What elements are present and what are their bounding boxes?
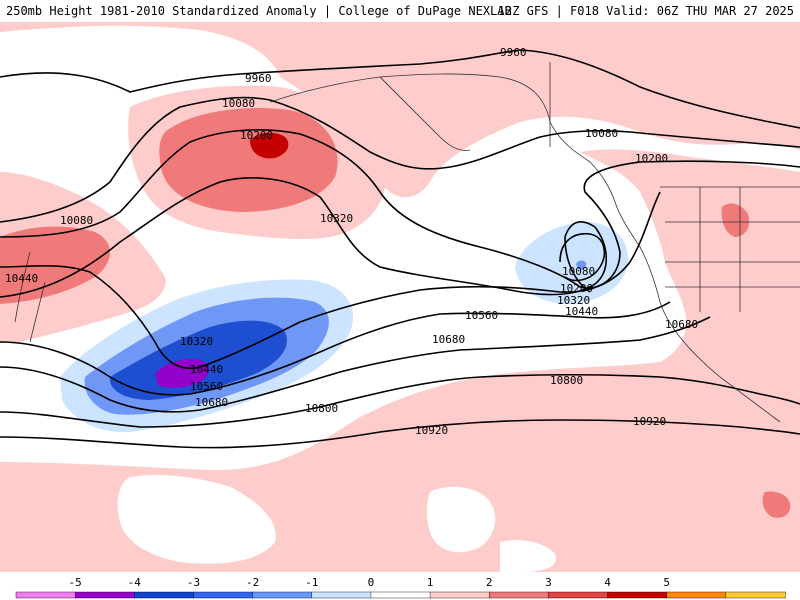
legend-tick-label: 0 [368, 576, 375, 589]
contour-10680 [0, 316, 711, 413]
legend-tick-label: 2 [486, 576, 493, 589]
negative-anomaly-coast [515, 221, 629, 304]
legend-swatch [134, 591, 195, 599]
contour-10200 [0, 129, 800, 289]
legend-tick-labels: -5 -4 -3 -2 -1 0 1 2 3 4 5 [69, 576, 670, 589]
contour-label: 10080 [585, 127, 618, 140]
contour-label: 10200 [240, 129, 273, 142]
contour-10800 [0, 373, 800, 428]
positive-anomaly-dark [250, 132, 289, 159]
contour-label: 10440 [5, 272, 38, 285]
map-title: 250mb Height 1981-2010 Standardized Anom… [6, 4, 512, 18]
anomaly-map: 9960 9960 10080 10080 10080 10080 10200 … [0, 22, 800, 572]
legend-swatch [548, 591, 609, 599]
contour-label: 10440 [565, 305, 598, 318]
legend-tick-label: -1 [305, 576, 318, 589]
legend-swatch [370, 591, 431, 599]
contour-label: 10200 [560, 282, 593, 295]
contour-label: 10920 [415, 424, 448, 437]
legend-swatch [311, 591, 372, 599]
coastlines [14, 62, 800, 423]
contour-label: 10080 [222, 97, 255, 110]
legend-tick-label: -4 [128, 576, 142, 589]
contour-label: 10800 [305, 402, 338, 415]
legend-tick-label: 4 [604, 576, 611, 589]
legend-tick-label: 3 [545, 576, 552, 589]
contour-label: 10080 [60, 214, 93, 227]
contour-label: 9960 [500, 46, 527, 59]
legend-swatch [607, 591, 668, 599]
contour-10320 [0, 177, 607, 298]
legend-tick-label: 1 [427, 576, 434, 589]
map-header: 250mb Height 1981-2010 Standardized Anom… [0, 0, 800, 22]
legend-color-bar [15, 591, 786, 599]
legend-tick-label: -5 [69, 576, 82, 589]
legend-swatch [429, 591, 490, 599]
contour-label: 10680 [195, 396, 228, 409]
height-contours [0, 49, 800, 449]
legend-swatch [74, 591, 136, 599]
contour-label: 10560 [465, 309, 498, 322]
color-scale-legend: -5 -4 -3 -2 -1 0 1 2 3 4 5 [0, 572, 800, 600]
contour-label-group: 9960 9960 10080 10080 10080 10080 10200 … [5, 46, 698, 437]
contour-label: 10440 [190, 363, 223, 376]
contour-10920 [0, 419, 800, 449]
legend-tick-label: 5 [663, 576, 670, 589]
contour-label: 10080 [562, 265, 595, 278]
contour-label: 10920 [633, 415, 666, 428]
legend-swatch [489, 591, 550, 599]
legend-tick-label: -2 [246, 576, 259, 589]
contour-label: 10560 [190, 380, 223, 393]
legend-swatch [15, 591, 76, 599]
contour-10080 [0, 96, 800, 223]
legend-swatch [193, 591, 254, 599]
negative-anomaly-pacific [60, 279, 354, 433]
contour-10560 [0, 301, 671, 396]
contour-label: 10320 [180, 335, 213, 348]
legend-tick-label: -3 [187, 576, 200, 589]
model-run-info: 12Z GFS | F018 Valid: 06Z THU MAR 27 202… [497, 4, 794, 18]
contour-label: 10800 [550, 374, 583, 387]
contour-10440 [0, 191, 661, 369]
legend-swatch [252, 591, 313, 599]
contour-10080-low [559, 232, 606, 282]
land-masses [117, 475, 556, 572]
contour-label: 9960 [245, 72, 272, 85]
contour-label: 10680 [665, 318, 698, 331]
legend-swatch [666, 591, 727, 599]
contour-label: 10320 [320, 212, 353, 225]
contour-9960 [0, 49, 800, 129]
contour-label: 10200 [635, 152, 668, 165]
contour-label: 10320 [557, 294, 590, 307]
legend-swatch [725, 591, 786, 599]
contour-label: 10680 [432, 333, 465, 346]
